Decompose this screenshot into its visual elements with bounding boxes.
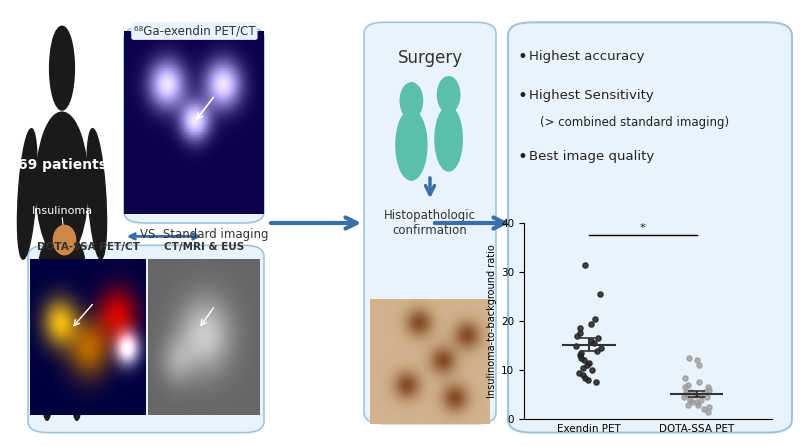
Text: ⁶⁸Ga-exendin PET/CT: ⁶⁸Ga-exendin PET/CT [134, 25, 255, 37]
Text: •: • [518, 148, 527, 165]
Point [702, 403, 715, 410]
Point [702, 409, 714, 416]
Text: DOTA-SSA PET/CT: DOTA-SSA PET/CT [37, 242, 139, 252]
Ellipse shape [396, 110, 427, 180]
Point [679, 384, 692, 391]
Text: (> combined standard imaging): (> combined standard imaging) [539, 116, 729, 129]
Point [579, 374, 592, 381]
Point [585, 320, 598, 327]
Ellipse shape [38, 231, 86, 307]
Point [575, 350, 588, 357]
Point [691, 401, 704, 408]
Y-axis label: Insulinoma-to-background ratio: Insulinoma-to-background ratio [487, 244, 497, 398]
Point [581, 362, 594, 369]
Point [682, 381, 694, 388]
Circle shape [50, 26, 74, 110]
Point [577, 372, 590, 379]
Point [698, 388, 711, 396]
Point [702, 386, 715, 393]
Text: •: • [518, 87, 527, 105]
Point [678, 394, 691, 401]
Point [574, 352, 587, 359]
Point [680, 388, 693, 396]
Point [574, 325, 586, 332]
Point [570, 342, 582, 349]
Point [682, 354, 695, 361]
Text: Highest Sensitivity: Highest Sensitivity [529, 89, 654, 102]
Point [701, 394, 714, 401]
Point [578, 357, 590, 364]
Point [574, 330, 586, 337]
Point [594, 291, 606, 298]
Point [695, 391, 708, 398]
Point [685, 388, 698, 396]
Point [690, 357, 703, 364]
Ellipse shape [18, 129, 37, 259]
Text: Highest accuracy: Highest accuracy [529, 50, 644, 63]
Ellipse shape [435, 107, 462, 171]
Circle shape [438, 77, 460, 113]
Ellipse shape [87, 129, 106, 259]
Point [678, 374, 691, 381]
Point [690, 391, 702, 398]
Point [574, 354, 587, 361]
Text: Histopathologic
confirmation: Histopathologic confirmation [384, 209, 476, 237]
Ellipse shape [69, 286, 85, 420]
Text: Surgery: Surgery [398, 49, 462, 66]
Point [581, 376, 594, 384]
Point [590, 379, 602, 386]
Point [690, 399, 703, 406]
Point [583, 359, 596, 367]
Text: CT/MRI & EUS: CT/MRI & EUS [164, 242, 244, 252]
Point [693, 379, 706, 386]
Point [585, 337, 598, 344]
Point [577, 364, 590, 371]
Ellipse shape [54, 225, 76, 255]
Point [571, 332, 584, 339]
Text: •: • [518, 48, 527, 66]
Point [585, 367, 598, 374]
Point [693, 362, 706, 369]
Point [592, 334, 605, 342]
Point [694, 396, 707, 403]
Text: Best image quality: Best image quality [529, 150, 654, 163]
Point [686, 399, 698, 406]
Point [684, 396, 697, 403]
Point [680, 391, 693, 398]
Point [573, 369, 586, 376]
Circle shape [400, 83, 422, 119]
Text: 69 patients: 69 patients [18, 157, 106, 172]
Point [588, 315, 601, 322]
Ellipse shape [36, 112, 88, 259]
Point [689, 391, 702, 398]
Point [682, 401, 694, 408]
Point [588, 340, 601, 347]
Point [594, 344, 607, 351]
Ellipse shape [39, 286, 55, 420]
Point [698, 406, 710, 413]
Point [591, 347, 604, 354]
Text: *: * [640, 223, 646, 233]
Text: VS. Standard imaging: VS. Standard imaging [140, 227, 268, 241]
Point [579, 261, 592, 268]
Text: Insulinoma: Insulinoma [31, 206, 93, 216]
Point [702, 384, 714, 391]
